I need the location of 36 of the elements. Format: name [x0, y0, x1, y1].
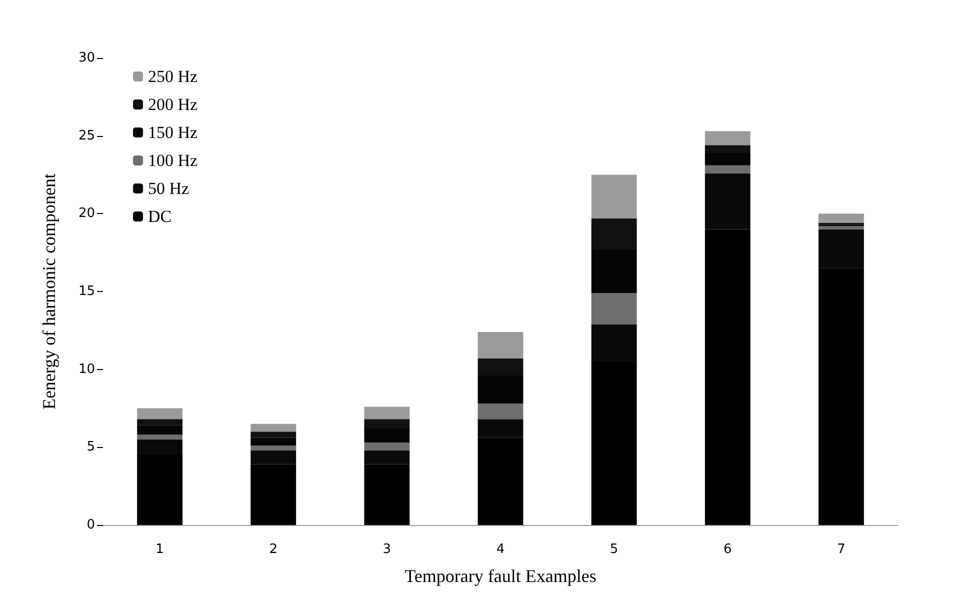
legend-label: 50 Hz — [148, 179, 190, 198]
legend-label: 100 Hz — [148, 151, 198, 170]
x-tick-label: 5 — [610, 542, 618, 557]
bar — [704, 165, 750, 174]
bar — [250, 446, 296, 450]
bar — [478, 332, 524, 358]
y-tick-label: 5 — [86, 440, 95, 455]
y-tick-label: 0 — [86, 518, 95, 532]
bar — [478, 404, 524, 420]
bar — [818, 214, 864, 224]
y-tick-label: 10 — [78, 362, 95, 377]
legend-label: 250 Hz — [148, 67, 198, 86]
y-tick-label: 25 — [78, 128, 95, 144]
y-axis-title: Eenergy of harmonic component — [39, 173, 59, 410]
x-tick-label: 6 — [724, 542, 732, 557]
bar — [364, 406, 410, 420]
legend-label: DC — [148, 207, 172, 226]
bar — [137, 408, 182, 420]
bar — [818, 226, 864, 230]
x-tick-label: 3 — [382, 542, 392, 557]
bar — [250, 424, 296, 432]
x-tick-label: 7 — [837, 542, 846, 557]
bar — [137, 434, 182, 440]
x-axis-title: Temporary fault Examples — [404, 566, 596, 586]
legend-label: 150 Hz — [148, 123, 198, 142]
legend-label: 200 Hz — [148, 95, 198, 114]
x-tick-label: 2 — [269, 542, 278, 557]
bar — [704, 131, 750, 146]
y-tick-label: 30 — [78, 50, 95, 66]
y-tick-label: 15 — [78, 284, 95, 299]
bar — [591, 174, 637, 218]
y-tick-label: 20 — [78, 206, 95, 222]
bar — [591, 293, 637, 324]
x-tick-label: 1 — [156, 542, 164, 557]
bar — [364, 442, 410, 450]
x-tick-label: 4 — [496, 542, 505, 557]
